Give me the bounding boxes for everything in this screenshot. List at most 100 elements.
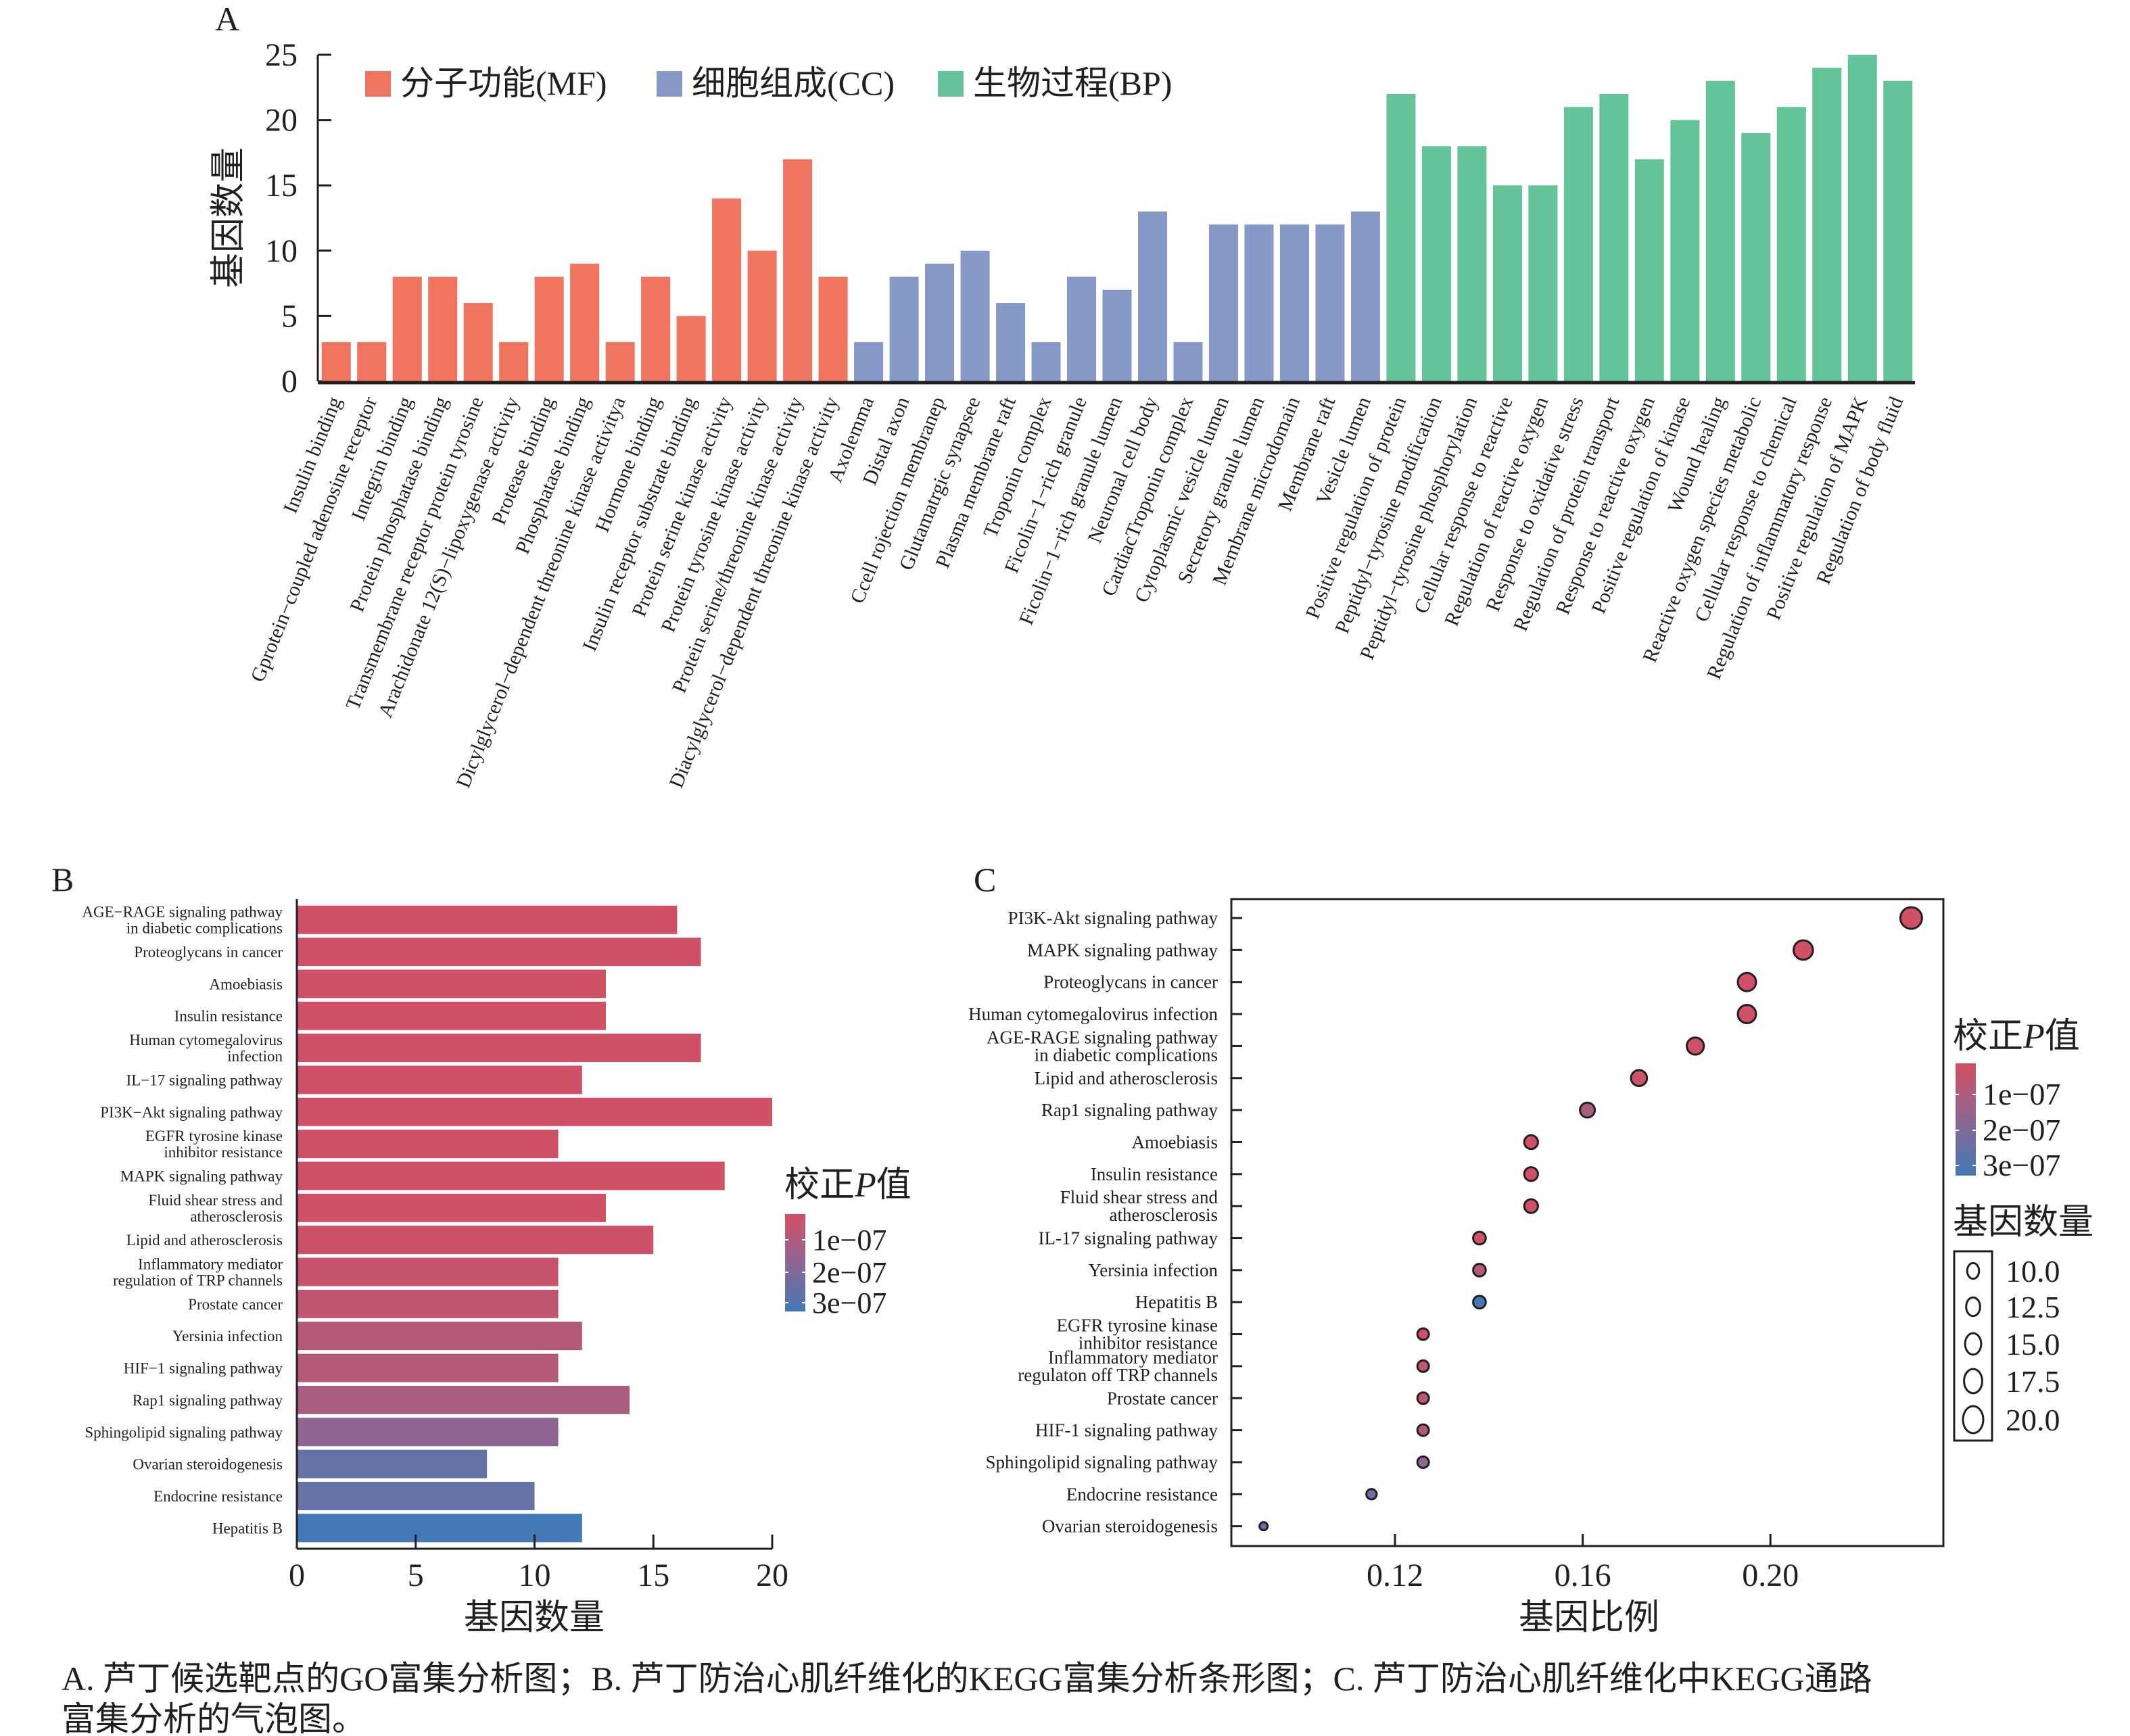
x-tick-label: 0.20: [1742, 1558, 1799, 1593]
y-tick-label-line: Endocrine resistance: [153, 1488, 283, 1505]
bar: [392, 276, 422, 381]
bar: [960, 250, 990, 381]
bar: [1670, 120, 1700, 381]
bar: [1741, 132, 1771, 382]
bar: [297, 1353, 559, 1382]
color-legend-label: 1e−07: [1983, 1077, 2060, 1111]
y-tick-label-line: Rap1 signaling pathway: [133, 1392, 283, 1409]
bubble: [1792, 939, 1814, 961]
color-legend-label: 3e−07: [812, 1286, 886, 1320]
bar: [297, 1065, 582, 1094]
y-tick-label-line: inhibitor resistance: [1079, 1333, 1218, 1353]
y-tick-label: Hepatitis B: [212, 1520, 283, 1537]
y-tick-label-line: Ovarian steroidogenesis: [133, 1456, 283, 1473]
y-tick-label-line: atherosclerosis: [1110, 1205, 1218, 1225]
bar: [1812, 68, 1842, 381]
color-legend-label: 1e−07: [812, 1224, 886, 1257]
bar: [747, 250, 777, 381]
bar: [1386, 93, 1416, 381]
bar: [1776, 107, 1806, 381]
bar: [1492, 185, 1522, 381]
y-tick-label: HIF-1 signaling pathway: [1035, 1420, 1218, 1441]
bar: [1244, 224, 1274, 381]
y-tick-label-line: Sphingolipid signaling pathway: [986, 1452, 1218, 1472]
color-legend-title-part: P: [854, 1166, 876, 1205]
y-tick-label-line: Proteoglycans in cancer: [1043, 972, 1218, 992]
bar: [1563, 107, 1593, 381]
bar: [297, 1418, 559, 1447]
y-tick-label: Fluid shear stress and atherosclerosis: [1060, 1187, 1218, 1225]
x-axis-label: 基因比例: [1519, 1599, 1659, 1637]
bar: [712, 198, 742, 381]
y-tick-label: PI3K−Akt signaling pathway: [100, 1104, 283, 1121]
y-tick-label-line: Human cytomegalovirus infection: [968, 1004, 1218, 1024]
legend-swatch: [657, 71, 682, 97]
bar: [297, 1257, 559, 1286]
color-legend-bar: [785, 1214, 805, 1311]
y-tick-label-line: IL−17 signaling pathway: [126, 1071, 283, 1088]
bar: [321, 342, 351, 381]
y-tick-label: HIF−1 signaling pathway: [124, 1360, 283, 1377]
y-tick-label-line: HIF-1 signaling pathway: [1035, 1420, 1218, 1441]
y-tick-label: Amoebiasis: [209, 975, 283, 992]
bar: [1031, 342, 1061, 381]
y-tick-label: Endocrine resistance: [1066, 1484, 1218, 1504]
bar: [1102, 289, 1132, 381]
bar: [297, 1130, 559, 1159]
size-legend-circle: [1963, 1368, 1983, 1395]
bar: [996, 303, 1026, 381]
y-tick-label-line: in diabetic complications: [1035, 1044, 1218, 1065]
bubble: [1523, 1134, 1539, 1151]
y-tick-label: Rap1 signaling pathway: [1041, 1100, 1218, 1120]
bar: [570, 264, 600, 381]
bar: [1315, 224, 1345, 381]
y-tick-label-line: Proteoglycans in cancer: [134, 944, 283, 961]
bar: [297, 1481, 535, 1510]
bar: [818, 276, 848, 381]
size-legend-circle: [1962, 1405, 1985, 1434]
color-legend-title-part: 值: [2045, 1017, 2080, 1056]
y-tick-label: Ovarian steroidogenesis: [133, 1456, 283, 1473]
bar: [1847, 55, 1877, 381]
legend-label: 生物过程(BP): [973, 64, 1172, 102]
y-tick-label: Insulin resistance: [174, 1008, 283, 1025]
bar: [297, 1001, 606, 1030]
panel-label-a: A: [215, 0, 239, 38]
color-legend-title-part: 值: [876, 1166, 912, 1205]
y-tick-label-line: Prostate cancer: [188, 1296, 283, 1313]
y-tick-label: Hepatitis B: [1135, 1292, 1218, 1312]
y-tick-label-line: Ovarian steroidogenesis: [1042, 1516, 1218, 1537]
bubble: [1258, 1521, 1269, 1532]
y-tick-label: PI3K-Akt signaling pathway: [1008, 908, 1218, 928]
y-axis-label: 基因数量: [210, 147, 248, 288]
y-tick-label-line: Human cytomegalovirus: [129, 1032, 283, 1048]
color-legend-title: 校正P值: [784, 1166, 912, 1205]
bubble: [1416, 1391, 1430, 1405]
y-tick-label-line: PI3K-Akt signaling pathway: [1008, 908, 1218, 928]
bar: [357, 342, 387, 381]
size-legend-label: 20.0: [2006, 1403, 2060, 1437]
color-legend-label: 3e−07: [1983, 1148, 2060, 1182]
bar: [297, 1097, 772, 1126]
plot-frame: [1230, 898, 1945, 1547]
bubble: [1523, 1198, 1539, 1214]
bar: [297, 1449, 488, 1478]
size-legend-label: 10.0: [2006, 1254, 2060, 1288]
bar: [499, 342, 529, 381]
y-tick-label-line: atherosclerosis: [190, 1208, 283, 1225]
bar: [297, 1034, 701, 1063]
bar: [1208, 224, 1238, 381]
y-tick-label-line: in diabetic complications: [126, 920, 283, 937]
bubble: [1899, 906, 1923, 930]
bar: [297, 1289, 559, 1318]
bubble: [1523, 1166, 1539, 1182]
size-legend-frame: [1953, 1250, 1993, 1442]
x-axis-label: 基因数量: [464, 1599, 605, 1637]
bar: [297, 969, 606, 998]
y-tick-label: Yersinia infection: [172, 1328, 283, 1345]
x-tick-label: 0.12: [1367, 1558, 1423, 1593]
y-tick-label: 20: [265, 103, 298, 139]
y-tick-label: 15: [265, 168, 298, 203]
y-tick-label: Proteoglycans in cancer: [134, 944, 283, 961]
